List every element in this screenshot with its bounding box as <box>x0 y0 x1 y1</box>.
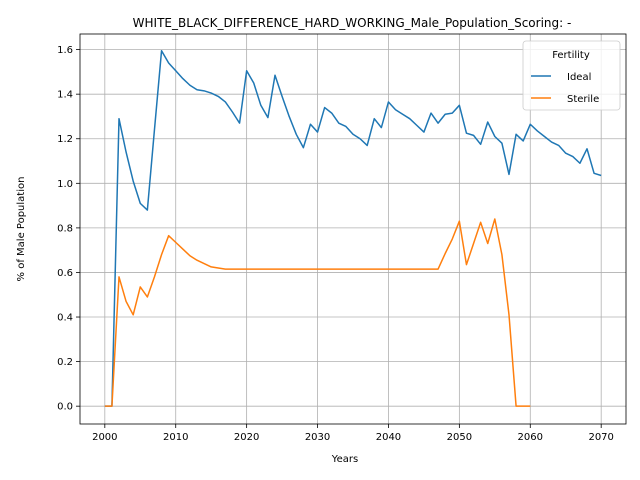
y-tick-label: 1.6 <box>57 45 73 56</box>
legend-label-sterile: Sterile <box>567 94 599 105</box>
x-tick-label: 2060 <box>518 432 543 443</box>
legend-box <box>522 40 621 111</box>
x-tick-label: 2010 <box>163 432 188 443</box>
legend-title: Fertility <box>552 50 590 61</box>
y-tick-label: 0.6 <box>57 268 73 279</box>
y-axis-ticks: 0.0 0.2 0.4 0.6 0.8 1.0 1.2 1.4 1.6 <box>57 45 80 413</box>
y-tick-label: 1.0 <box>57 179 73 190</box>
y-tick-label: 1.2 <box>57 134 73 145</box>
legend-label-ideal: Ideal <box>567 72 591 83</box>
y-tick-label: 0.2 <box>57 357 73 368</box>
y-tick-label: 0.0 <box>57 402 73 413</box>
x-tick-label: 2050 <box>447 432 472 443</box>
chart-title: WHITE_BLACK_DIFFERENCE_HARD_WORKING_Male… <box>133 16 572 30</box>
series-line-sterile <box>104 218 531 407</box>
x-tick-label: 2000 <box>92 432 117 443</box>
x-tick-label: 2030 <box>305 432 330 443</box>
x-tick-label: 2040 <box>376 432 401 443</box>
y-tick-label: 1.4 <box>57 90 73 101</box>
plot-frame <box>79 33 627 425</box>
x-tick-label: 2020 <box>234 432 259 443</box>
legend: Fertility Ideal Sterile <box>522 40 621 111</box>
x-axis-label: Years <box>331 454 358 465</box>
series-layer <box>104 49 602 407</box>
y-tick-label: 0.8 <box>57 223 73 234</box>
x-axis-ticks: 2000 2010 2020 2030 2040 2050 2060 2070 <box>92 424 614 443</box>
y-tick-label: 0.4 <box>57 313 73 324</box>
series-line-ideal <box>104 49 602 407</box>
x-tick-label: 2070 <box>588 432 613 443</box>
y-axis-label: % of Male Population <box>16 177 27 282</box>
